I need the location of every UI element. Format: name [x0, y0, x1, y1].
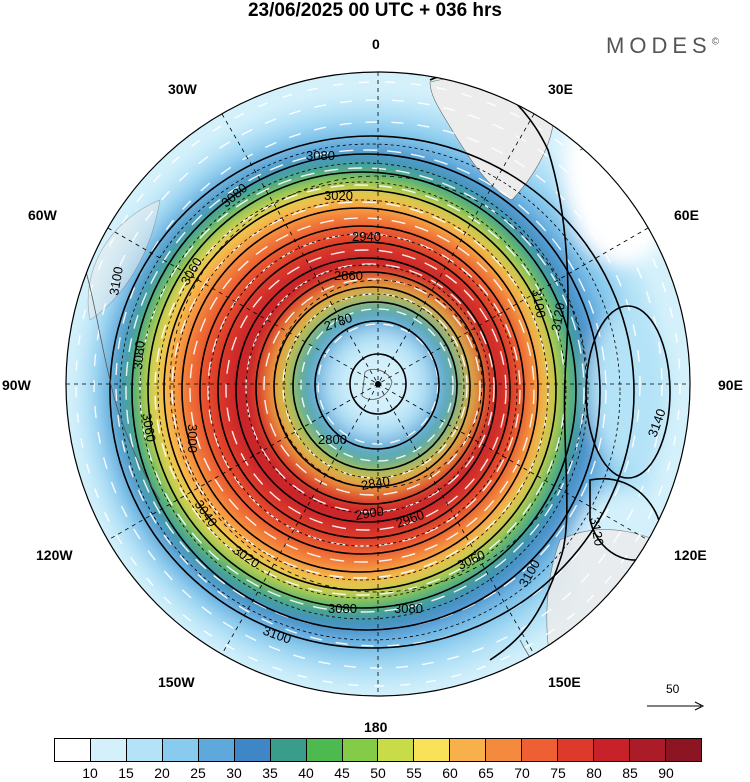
lon-label-90e: 90E: [718, 377, 743, 393]
colorbar-tick-label: 45: [334, 765, 350, 781]
lon-label-120w: 120W: [36, 547, 73, 563]
lon-label-60e: 60E: [674, 207, 699, 223]
contour-label: 3080: [328, 601, 357, 616]
contour-label: 2900: [354, 503, 385, 523]
pole-marker: [375, 381, 381, 387]
colorbar-box: [234, 739, 271, 761]
height-contours: [109, 73, 671, 661]
colorbar-box: [414, 739, 451, 761]
colorbar-tick-label: 65: [478, 765, 494, 781]
contour-label: 2840: [360, 473, 391, 493]
colorbar-tick-label: 20: [154, 765, 170, 781]
contour-label: 2940: [352, 229, 381, 244]
colorbar-box: [558, 739, 595, 761]
colorbar-box: [306, 739, 343, 761]
colorbar-tick-label: 15: [118, 765, 134, 781]
contour-label: 3120: [548, 301, 568, 332]
colorbar-box: [630, 739, 666, 761]
contour-label: 2860: [334, 268, 363, 283]
map-title: 23/06/2025 00 UTC + 036 hrs: [247, 0, 503, 21]
colorbar-tick-label: 75: [550, 765, 566, 781]
contour-label: 3000: [185, 424, 200, 453]
lon-label-30w: 30W: [168, 81, 198, 97]
colorbar-tick-label: 85: [622, 765, 638, 781]
contour-label: 3120: [587, 516, 607, 547]
colorbar-box: [198, 739, 235, 761]
colorbar-box: [342, 739, 379, 761]
colorbar-box: [378, 739, 415, 761]
colorbar-box: [162, 739, 199, 761]
colorbar-tick-label: 10: [82, 765, 98, 781]
longitude-labels: 0 30E 60E 90E 120E 150E 180 150W 120W 90…: [2, 36, 743, 735]
map-boundary: [65, 71, 691, 697]
lon-label-60w: 60W: [28, 207, 58, 223]
colorbar-box: [90, 739, 127, 761]
colorbar-tick-label: 90: [658, 765, 674, 781]
colorbar-box: [270, 739, 307, 761]
contour-label: 3080: [130, 340, 147, 370]
contour-label: 3080: [394, 601, 423, 616]
secondary-contours: [119, 143, 621, 641]
colorbar-box: [594, 739, 630, 761]
colorbar-tick-label: 70: [514, 765, 530, 781]
colorbar-tick-label: 25: [190, 765, 206, 781]
brand-logo: MODES©: [606, 33, 724, 59]
colorbar-box: [450, 739, 487, 761]
lon-label-180: 180: [364, 719, 388, 735]
contour-label: 3020: [324, 188, 353, 203]
colorbar-tick-label: 35: [262, 765, 278, 781]
contour-label: 3060: [139, 412, 159, 443]
colorbar-box: [126, 739, 163, 761]
colorbar-tick-label: 80: [586, 765, 602, 781]
colorbar-box: [486, 739, 523, 761]
lon-label-0: 0: [372, 36, 380, 52]
brand-name: MODES: [606, 33, 712, 58]
reference-vector-arrow: [647, 701, 705, 711]
lon-label-30e: 30E: [548, 81, 573, 97]
contour-label: 3100: [529, 288, 549, 319]
contour-label: 3080: [306, 148, 335, 163]
colorbar-box: [665, 739, 701, 761]
contour-label: 3100: [106, 265, 126, 296]
colorbar-tick-label: 50: [370, 765, 386, 781]
brand-mark: ©: [711, 36, 725, 48]
colorbar: [54, 738, 702, 762]
colorbar-box: [55, 739, 91, 761]
lon-label-90w: 90W: [2, 377, 32, 393]
lon-label-150e: 150E: [548, 674, 581, 690]
colorbar-tick-label: 55: [406, 765, 422, 781]
colorbar-tick-label: 40: [298, 765, 314, 781]
reference-vector-value: 50: [666, 682, 680, 696]
colorbar-tick-label: 30: [226, 765, 242, 781]
colorbar-tick-label: 60: [442, 765, 458, 781]
lon-label-120e: 120E: [674, 547, 707, 563]
colorbar-box: [522, 739, 559, 761]
contour-label: 2800: [318, 432, 347, 447]
lon-label-150w: 150W: [158, 674, 195, 690]
